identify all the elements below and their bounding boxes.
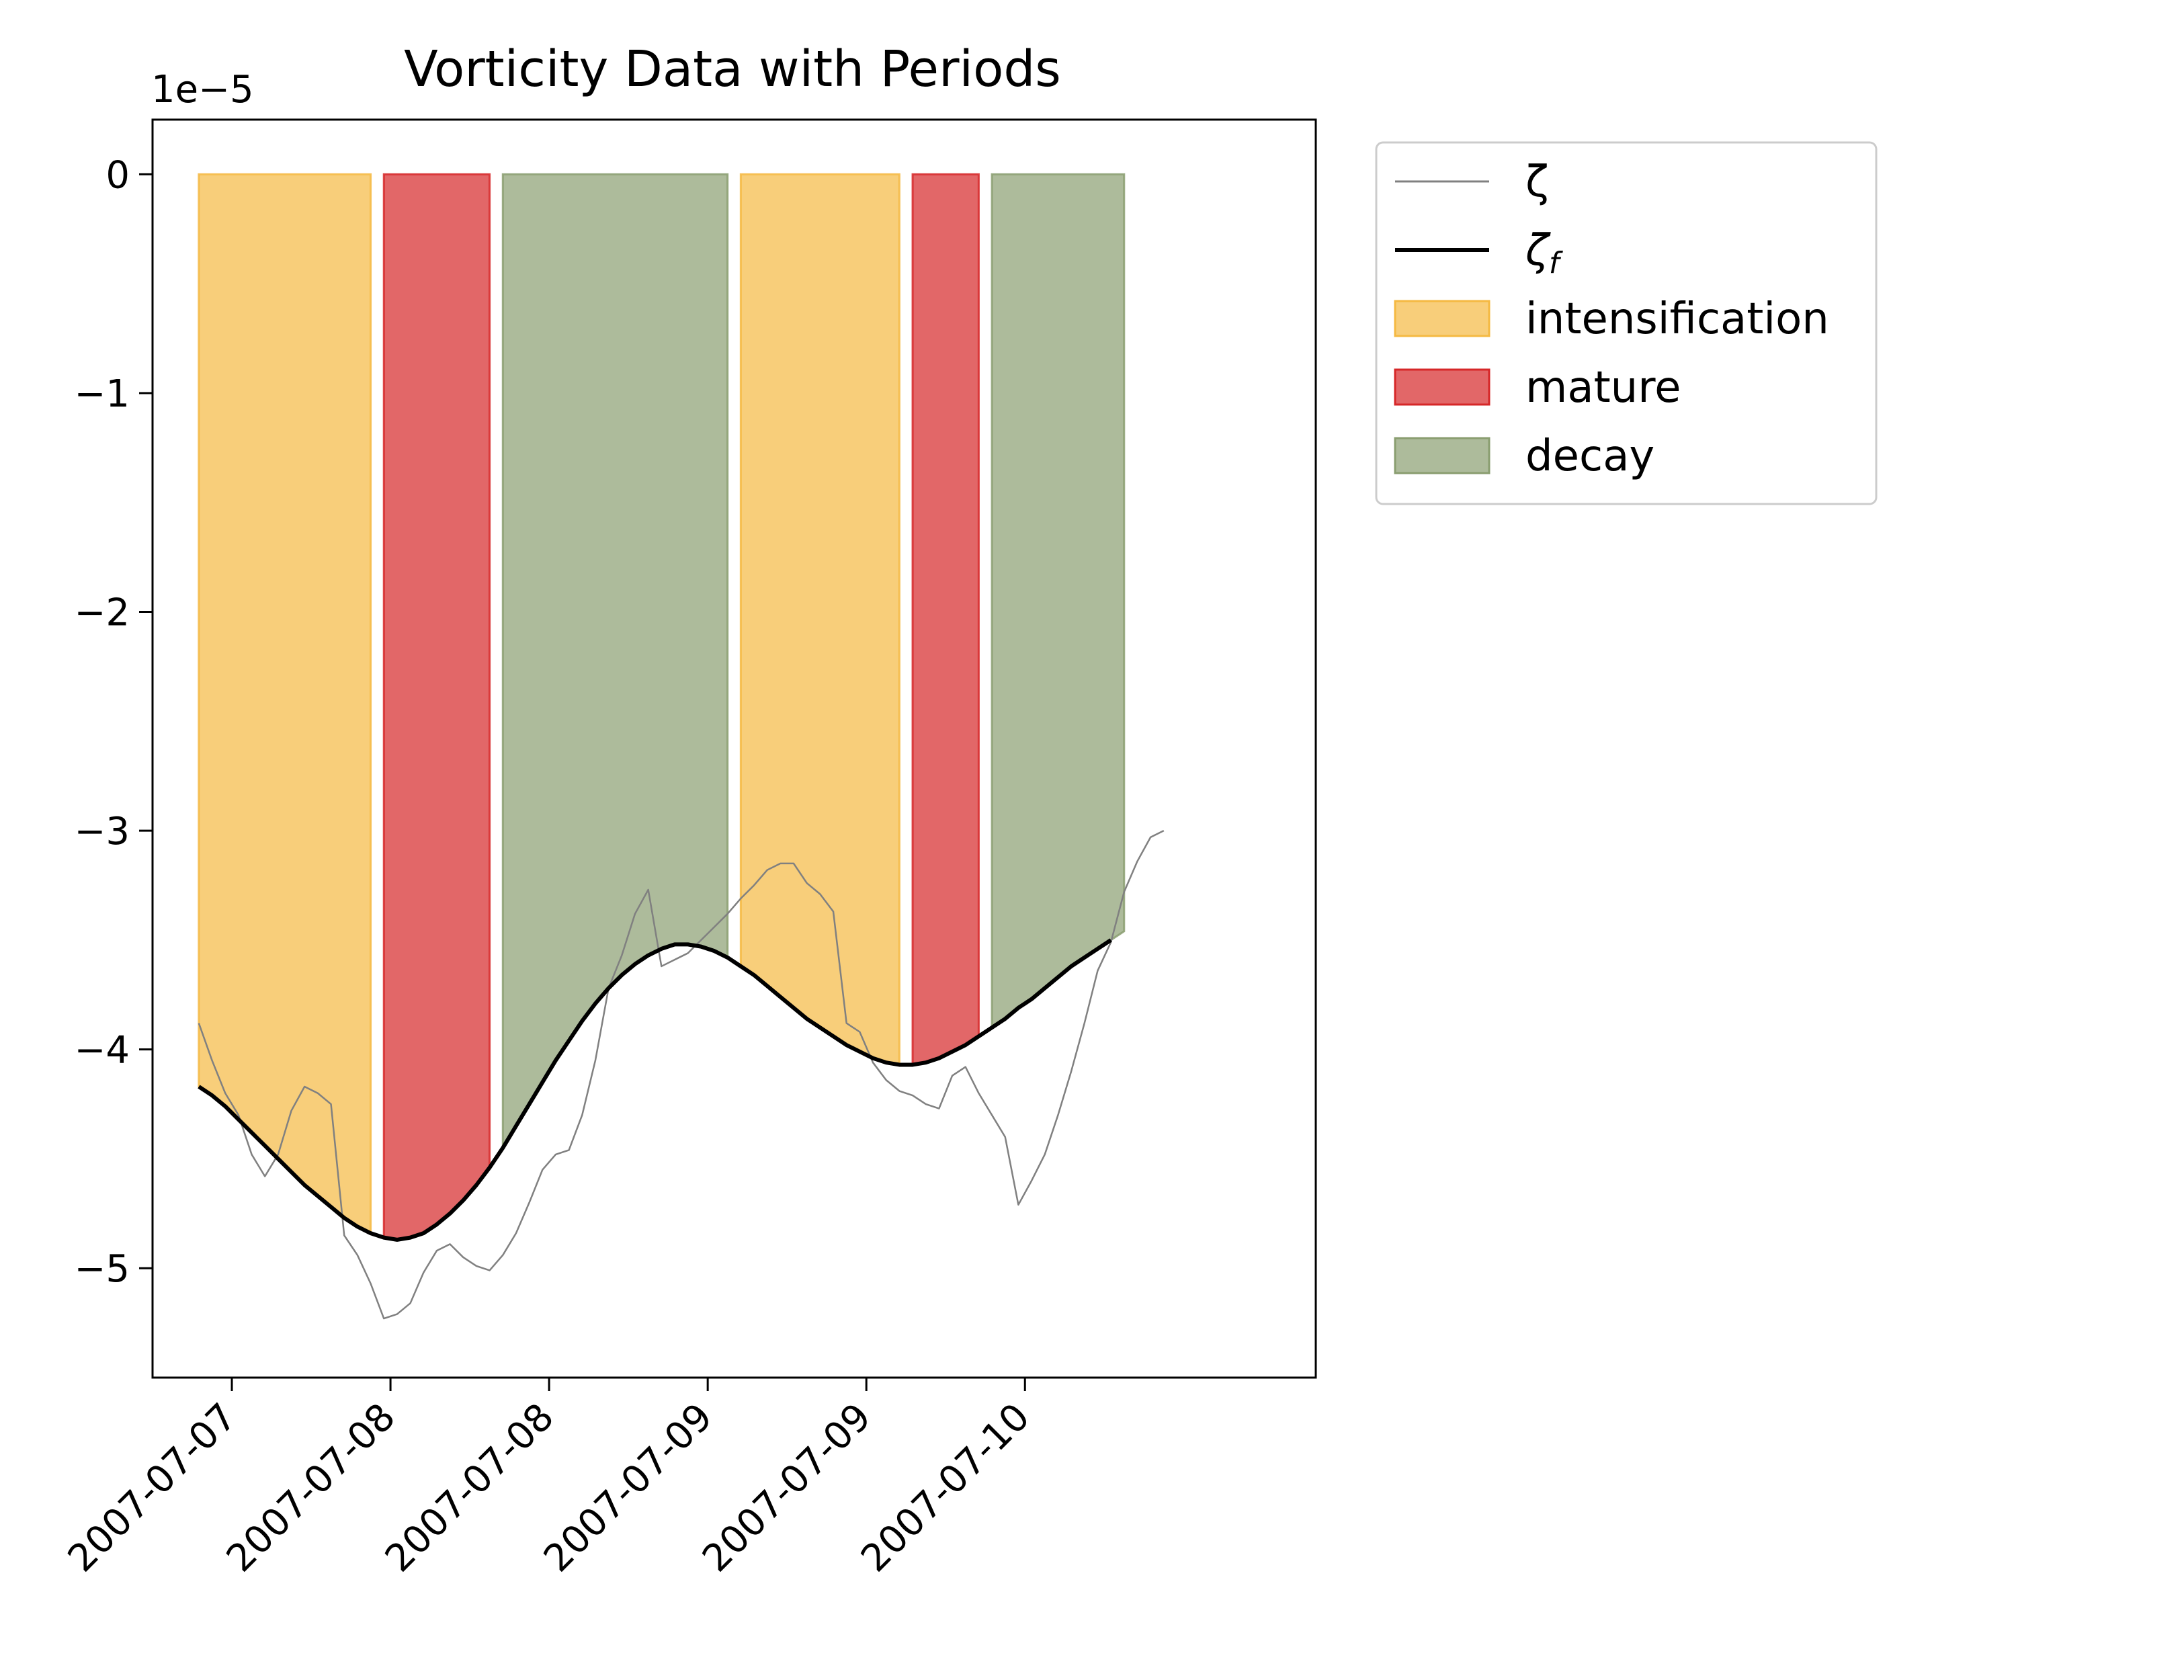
period-band-decay: [991, 173, 1126, 1030]
y-tick-label: −2: [74, 591, 130, 635]
plot-area: [198, 173, 1165, 1320]
legend-label: ζ: [1525, 157, 1549, 207]
period-band-intensification: [739, 173, 900, 1066]
period-band-mature: [911, 173, 980, 1066]
y-tick-label: −3: [74, 810, 130, 853]
legend-label: intensification: [1525, 294, 1829, 344]
y-tick-label: −5: [74, 1247, 130, 1291]
y-offset-label: 1e−5: [151, 68, 254, 112]
legend-patch-swatch: [1394, 300, 1490, 337]
y-tick-label: −4: [74, 1029, 130, 1073]
y-tick-label: −1: [74, 372, 130, 416]
legend-label: mature: [1525, 363, 1681, 413]
chart-title: Vorticity Data with Periods: [404, 40, 1061, 98]
series-zeta-line: [198, 829, 1165, 1320]
legend-box: [1375, 141, 1878, 505]
legend-patch-swatch: [1394, 437, 1490, 474]
legend-patch-swatch: [1394, 368, 1490, 406]
period-band-mature: [382, 173, 491, 1241]
legend-label: decay: [1525, 431, 1654, 481]
y-tick-label: 0: [106, 153, 130, 197]
period-band-intensification: [198, 173, 372, 1235]
axes-frame: [151, 118, 1317, 1379]
y-axis: 0 −1 −2 −3 −4 −5: [74, 153, 153, 1291]
series-zeta-f-line: [198, 938, 1112, 1242]
